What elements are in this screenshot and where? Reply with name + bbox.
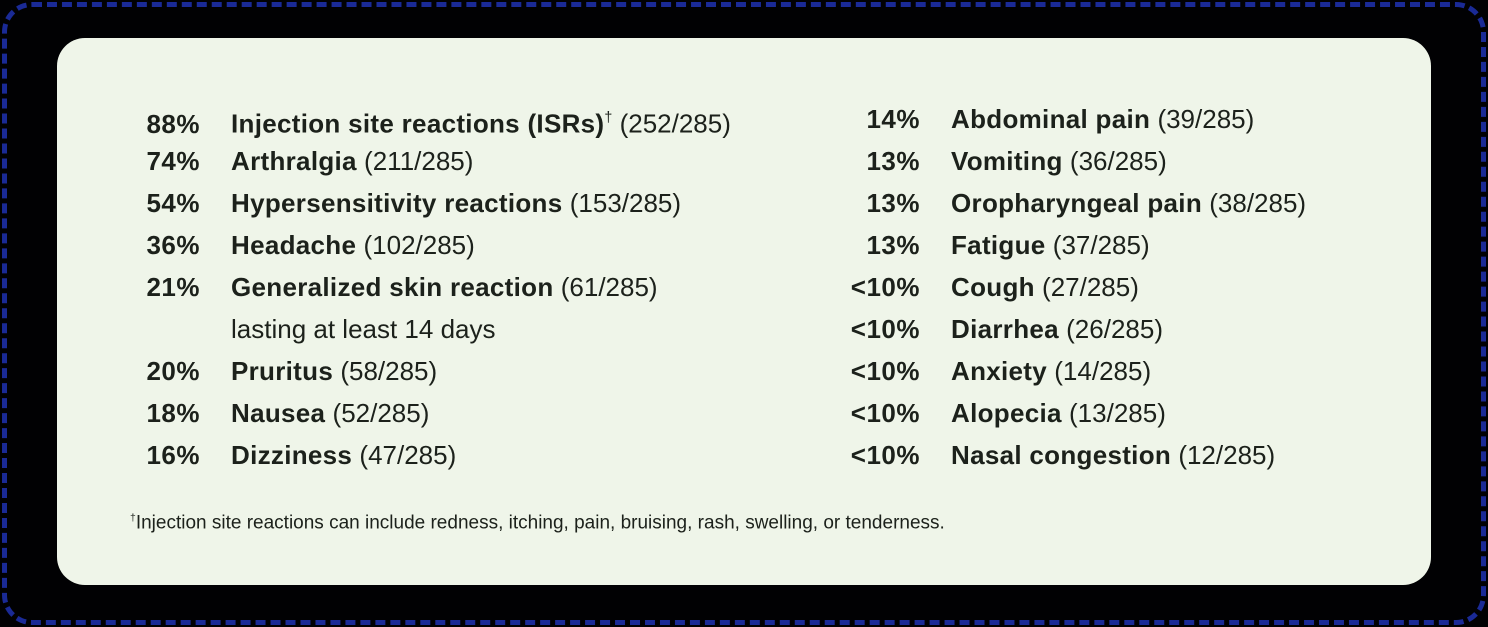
reaction-percent: 74% [146, 146, 200, 176]
reaction-percent: 18% [146, 398, 200, 428]
reaction-continuation-text: lasting at least 14 days [231, 314, 496, 344]
reaction-percent: 14% [866, 104, 920, 134]
reaction-row: 16% Dizziness (47/285) [100, 434, 731, 476]
reaction-row: 13% Fatigue (37/285) [820, 224, 1306, 266]
reaction-count: (252/285) [619, 108, 731, 139]
reaction-row: 21% Generalized skin reaction (61/285) [100, 266, 731, 308]
reaction-row: 13% Vomiting (36/285) [820, 140, 1306, 182]
reaction-percent: 54% [146, 188, 200, 218]
reaction-percent: <10% [850, 398, 920, 428]
reactions-column-right: 14% Abdominal pain (39/285) 13% Vomiting… [820, 98, 1306, 476]
reaction-percent: 13% [866, 230, 920, 260]
reaction-count: (61/285) [560, 272, 658, 302]
reaction-row: <10% Diarrhea (26/285) [820, 308, 1306, 350]
reaction-row: <10% Alopecia (13/285) [820, 392, 1306, 434]
reaction-name: Hypersensitivity reactions [231, 188, 563, 218]
footnote: †Injection site reactions can include re… [130, 506, 945, 536]
reaction-name: Nausea [231, 398, 326, 428]
reaction-row: 74% Arthralgia (211/285) [100, 140, 731, 182]
reaction-label: Oropharyngeal pain (38/285) [951, 182, 1306, 224]
reaction-label: Generalized skin reaction (61/285) [231, 266, 658, 308]
reaction-row: 36% Headache (102/285) [100, 224, 731, 266]
reaction-count: (38/285) [1209, 188, 1307, 218]
reaction-percent: 20% [146, 356, 200, 386]
reaction-row: 54% Hypersensitivity reactions (153/285) [100, 182, 731, 224]
reaction-count: (47/285) [359, 440, 457, 470]
reaction-name: Cough [951, 272, 1035, 302]
reaction-label: Vomiting (36/285) [951, 140, 1167, 182]
reaction-label: Injection site reactions (ISRs)† (252/28… [231, 98, 731, 145]
reaction-label: Pruritus (58/285) [231, 350, 437, 392]
reaction-count: (37/285) [1052, 230, 1150, 260]
reaction-label: Nausea (52/285) [231, 392, 429, 434]
reaction-name: Diarrhea [951, 314, 1059, 344]
reaction-row-continuation: lasting at least 14 days [100, 308, 731, 350]
reaction-percent: 36% [146, 230, 200, 260]
reaction-label: Diarrhea (26/285) [951, 308, 1163, 350]
reaction-name: Headache [231, 230, 357, 260]
reaction-count: (26/285) [1066, 314, 1163, 344]
reaction-name: Anxiety [951, 356, 1048, 386]
reaction-count: (153/285) [569, 188, 682, 218]
reaction-percent: <10% [850, 314, 920, 344]
reaction-name: Vomiting [951, 146, 1063, 176]
reaction-name: Generalized skin reaction [231, 272, 554, 302]
reaction-row: 13% Oropharyngeal pain (38/285) [820, 182, 1306, 224]
reactions-column-left: 88% Injection site reactions (ISRs)† (25… [100, 98, 731, 476]
reaction-count: (12/285) [1178, 440, 1276, 470]
reaction-row: <10% Anxiety (14/285) [820, 350, 1306, 392]
reaction-percent: <10% [850, 356, 920, 386]
reaction-count: (211/285) [364, 146, 474, 176]
reaction-percent: 13% [866, 146, 920, 176]
reaction-row: <10% Cough (27/285) [820, 266, 1306, 308]
reaction-count: (102/285) [363, 230, 475, 260]
reaction-name: Fatigue [951, 230, 1046, 260]
reaction-label: Abdominal pain (39/285) [951, 98, 1254, 140]
dagger-icon: † [130, 513, 136, 524]
reaction-row: 18% Nausea (52/285) [100, 392, 731, 434]
reaction-label: Anxiety (14/285) [951, 350, 1151, 392]
dagger-icon: † [604, 109, 613, 126]
reaction-row: 14% Abdominal pain (39/285) [820, 98, 1306, 140]
reaction-percent: <10% [850, 440, 920, 470]
reaction-label: Cough (27/285) [951, 266, 1139, 308]
reaction-row: 20% Pruritus (58/285) [100, 350, 731, 392]
reaction-name: Oropharyngeal pain [951, 188, 1203, 218]
reaction-percent: 88% [146, 108, 200, 139]
reaction-percent: 21% [146, 272, 200, 302]
reaction-count: (13/285) [1069, 398, 1166, 428]
reaction-count: (36/285) [1069, 146, 1167, 176]
reaction-percent: 13% [866, 188, 920, 218]
reaction-name: Pruritus [231, 356, 334, 386]
reaction-name: Injection site reactions (ISRs) [231, 108, 605, 139]
footnote-text: Injection site reactions can include red… [135, 512, 945, 534]
reaction-percent: 16% [146, 440, 200, 470]
reaction-row: 88% Injection site reactions (ISRs)† (25… [100, 98, 730, 140]
reaction-count: (39/285) [1157, 104, 1255, 134]
reaction-count: (52/285) [332, 398, 430, 428]
reaction-name: Nasal congestion [951, 440, 1172, 470]
reaction-count: (58/285) [340, 356, 438, 386]
reaction-label: Alopecia (13/285) [951, 392, 1166, 434]
reaction-name: Arthralgia [231, 146, 357, 176]
reaction-count: (27/285) [1042, 272, 1139, 302]
reaction-label: Nasal congestion (12/285) [951, 434, 1275, 476]
adverse-reactions-card: 88% Injection site reactions (ISRs)† (25… [57, 38, 1431, 585]
reaction-count: (14/285) [1054, 356, 1152, 386]
reaction-label: Dizziness (47/285) [231, 434, 456, 476]
reaction-label: Headache (102/285) [231, 224, 475, 266]
reaction-name: Abdominal pain [951, 104, 1151, 134]
reaction-name: Alopecia [951, 398, 1062, 428]
reaction-name: Dizziness [231, 440, 353, 470]
reaction-percent: <10% [850, 272, 920, 302]
reaction-label: Arthralgia (211/285) [231, 140, 473, 182]
reaction-label: Hypersensitivity reactions (153/285) [231, 182, 681, 224]
reaction-label: Fatigue (37/285) [951, 224, 1150, 266]
reaction-row: <10% Nasal congestion (12/285) [820, 434, 1306, 476]
